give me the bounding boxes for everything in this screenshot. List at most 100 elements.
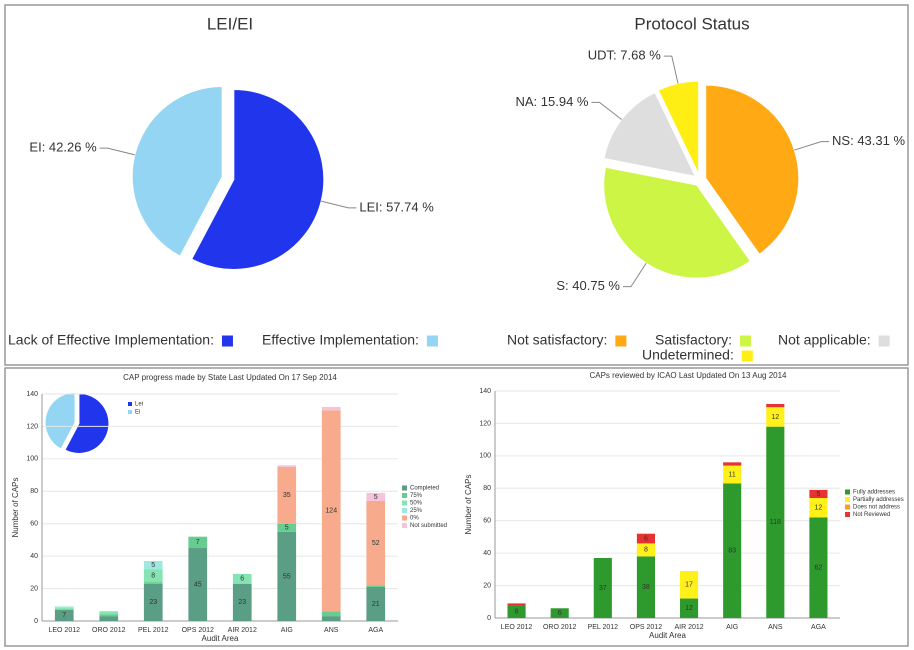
data-label: 12 [685,605,693,612]
leader-line [663,55,679,84]
bar-segment [277,523,297,532]
bar-segment [723,483,742,618]
x-tick-label: ANS [324,627,339,634]
data-label: 17 [685,582,693,589]
legend-swatch [615,335,627,347]
x-tick-label: LEO 2012 [501,624,533,631]
data-label: 124 [325,508,337,515]
legend-label: Partially addresses [853,497,904,503]
legend-swatch [426,335,438,347]
data-label: S: 40.75 % [556,278,620,293]
leader-line [321,200,357,209]
bar-segment [766,403,785,408]
x-tick-label: ANS [768,624,783,631]
legend-swatch [845,497,850,502]
y-tick-label: 140 [479,388,491,395]
data-label: 6 [558,610,562,617]
bar-segment [277,465,297,467]
leader-line [99,147,135,156]
x-tick-label: AIG [726,624,738,631]
y-tick-label: 120 [479,420,491,427]
y-tick-label: 140 [26,391,38,398]
bar-segment [99,614,119,617]
data-label: 5 [285,525,289,532]
bar-segment [321,611,341,617]
bar-segment [366,586,386,621]
data-label: UDT: 7.68 % [588,48,661,63]
legend-label: Ei [135,410,140,416]
y-tick-label: 60 [30,521,38,528]
legend-label: Not submitted [410,523,447,529]
bar-segment [232,573,252,584]
legend-label: Lack of Effective Implementation: [8,332,214,348]
legend-swatch [402,493,407,498]
x-axis-title: Audit Area [202,634,239,643]
leader-line [622,262,647,288]
bar-segment [321,406,341,411]
data-label: 8 [151,572,155,579]
pie-slice [657,80,700,175]
x-axis-title: Audit Area [649,631,686,640]
bar-segment [723,462,742,466]
pie-slice [64,392,110,454]
data-label: 45 [194,581,202,588]
legend-swatch [128,402,132,406]
data-label: 12 [815,505,823,512]
bar-segment [680,570,699,599]
bar-segment [636,543,655,557]
bar-segment [188,536,208,549]
chart-title: CAPs reviewed by ICAO Last Updated On 13… [589,371,787,380]
x-tick-label: PEL 2012 [138,627,169,634]
data-label: EI: 42.26 % [29,140,97,155]
x-tick-label: AIR 2012 [228,627,257,634]
x-tick-label: OPS 2012 [630,624,662,631]
x-tick-label: OPS 2012 [182,627,214,634]
data-label: 55 [283,573,291,580]
bar-segment [321,616,341,621]
bar-segment [680,598,699,618]
legend-label: Not applicable: [778,332,871,348]
legend-swatch [402,523,407,528]
bar-segment [321,410,341,612]
legend-swatch [741,350,753,362]
data-label: 83 [728,548,736,555]
legend-swatch [740,335,752,347]
bar-segment [54,608,74,610]
legend-swatch [128,410,132,414]
legend-swatch [878,335,890,347]
data-label: 7 [196,539,200,546]
x-tick-label: AGA [368,627,383,634]
bar-segment [550,608,569,618]
legend-label: 50% [410,501,423,507]
y-tick-label: 100 [479,453,491,460]
chart-title: CAP progress made by State Last Updated … [123,373,337,382]
bar-segment [54,609,74,621]
bar-segment [277,531,297,621]
data-label: 5 [816,491,820,498]
y-tick-label: 20 [483,582,491,589]
legend-swatch [402,500,407,506]
data-label: 6 [644,535,648,542]
x-tick-label: AIG [281,627,293,634]
legend-label: Satisfactory: [655,332,732,348]
data-label: 11 [729,471,736,478]
data-label: 52 [372,540,380,547]
legend-swatch [402,515,407,521]
bar-segment [593,558,612,618]
bar-segment [636,556,655,618]
y-tick-label: 80 [483,485,491,492]
legend-label: Not satisfactory: [507,332,607,348]
bar-segment [723,465,742,484]
data-label: 23 [149,599,157,606]
chart-title: Protocol Status [634,14,749,33]
bar-segment [366,585,386,587]
legend-swatch [845,504,850,510]
legend-label: Undetermined: [642,347,734,363]
pie-slice [44,392,76,450]
bar-segment [809,498,828,518]
data-label: 8 [515,608,519,615]
bar-segment [766,407,785,427]
data-label: 62 [815,565,823,572]
bar-segment [507,605,526,618]
